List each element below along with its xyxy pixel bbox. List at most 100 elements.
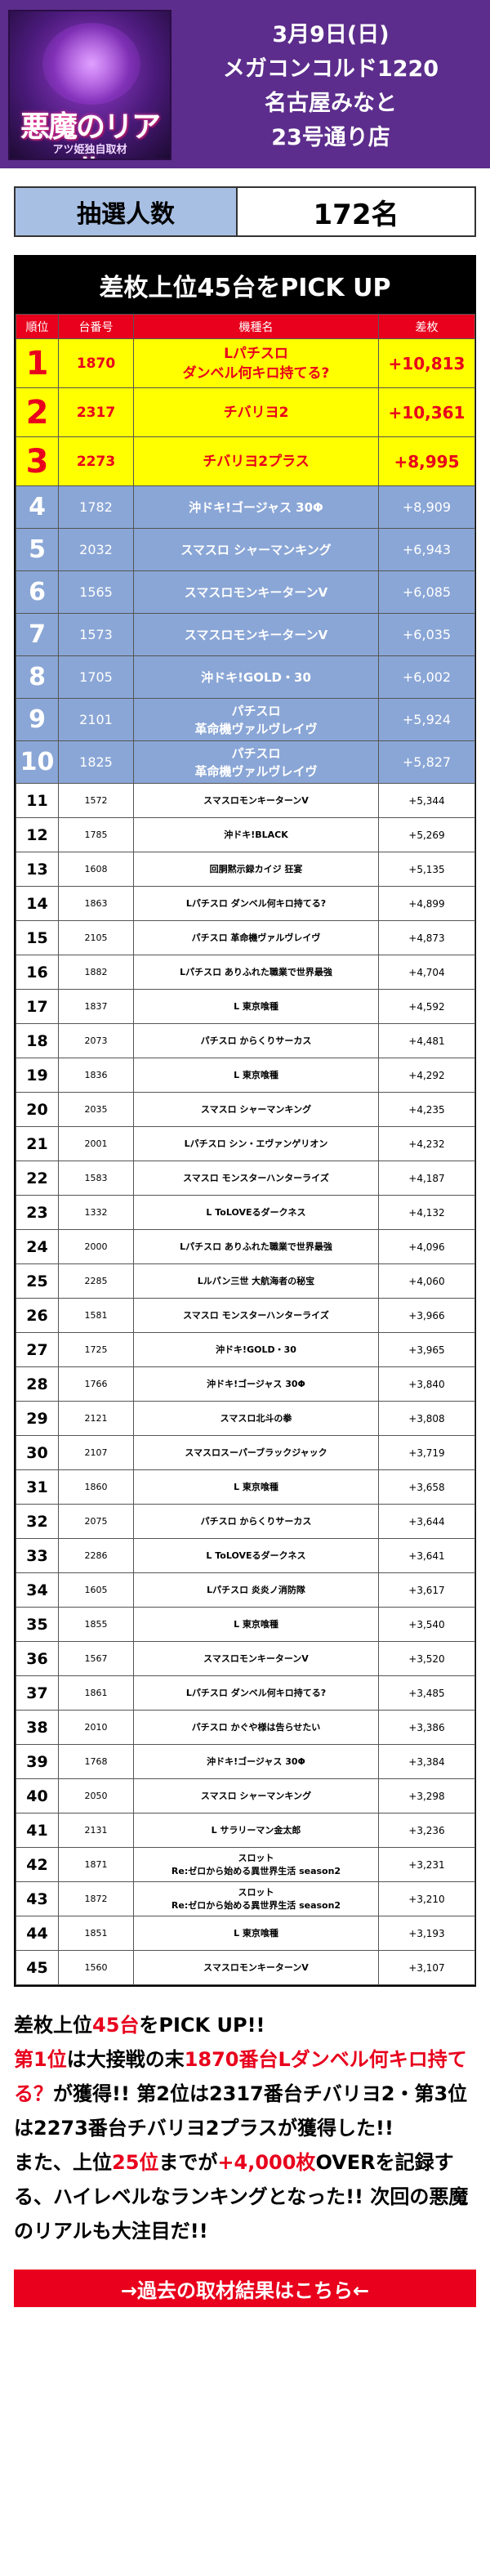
summary-highlight: 45台 bbox=[92, 2014, 140, 2037]
ranking-cell-model: Lパチスロ ダンベル何キロ持てる? bbox=[133, 886, 379, 921]
summary-highlight: 25位 bbox=[112, 2151, 159, 2174]
ranking-cell-diff: +3,965 bbox=[378, 1332, 475, 1367]
ranking-cell-rank: 3 bbox=[16, 436, 59, 486]
summary-highlight: 1870番台Lダンベル何キロ持てる？ bbox=[14, 2048, 467, 2105]
ranking-row: 23 1332 L ToLOVEるダークネス +4,132 bbox=[16, 1195, 475, 1230]
ranking-cell-rank: 13 bbox=[16, 852, 59, 887]
ranking-row: 17 1837 L 東京喰種 +4,592 bbox=[16, 989, 475, 1024]
ranking-cell-model: 沖ドキ!GOLD・30 bbox=[133, 655, 379, 699]
ranking-cell-rank: 22 bbox=[16, 1161, 59, 1196]
ranking-cell-rank: 25 bbox=[16, 1263, 59, 1299]
ranking-row: 6 1565 スマスロモンキーターンV +6,085 bbox=[16, 570, 475, 614]
ranking-row: 34 1605 Lパチスロ 炎炎ノ消防隊 +3,617 bbox=[16, 1572, 475, 1608]
ranking-cell-model: スマスロスーパーブラックジャック bbox=[133, 1435, 379, 1470]
ranking-cell-rank: 32 bbox=[16, 1504, 59, 1539]
ranking-cell-model: Lパチスロ ありふれた職業で世界最強 bbox=[133, 955, 379, 990]
ranking-cell-rank: 12 bbox=[16, 817, 59, 852]
ranking-cell-model: スマスロ シャーマンキング bbox=[133, 1092, 379, 1127]
column-header-diff: 差枚 bbox=[378, 314, 475, 339]
lottery-count-box: 抽選人数 172名 bbox=[14, 186, 476, 237]
lottery-label: 抽選人数 bbox=[16, 188, 238, 235]
ranking-cell-model: スマスロ モンスターハンターライズ bbox=[133, 1161, 379, 1196]
ranking-cell-diff: +4,592 bbox=[378, 989, 475, 1024]
ranking-cell-number: 1870 bbox=[58, 338, 134, 388]
ranking-cell-model: 沖ドキ!BLACK bbox=[133, 817, 379, 852]
ranking-cell-rank: 2 bbox=[16, 387, 59, 437]
ranking-row: 29 2121 スマスロ北斗の拳 +3,808 bbox=[16, 1401, 475, 1436]
ranking-cell-rank: 30 bbox=[16, 1435, 59, 1470]
ranking-cell-model: スマスロモンキーターンV bbox=[133, 613, 379, 656]
ranking-cell-rank: 27 bbox=[16, 1332, 59, 1367]
akuma-no-real-logo: 悪魔のリアル アツ姫独自取材 bbox=[8, 10, 172, 160]
ranking-cell-rank: 41 bbox=[16, 1813, 59, 1848]
ranking-cell-diff: +6,035 bbox=[378, 613, 475, 656]
ranking-cell-number: 1705 bbox=[58, 655, 134, 699]
ranking-cell-diff: +3,107 bbox=[378, 1950, 475, 1985]
ranking-cell-model: パチスロ からくりサーカス bbox=[133, 1504, 379, 1539]
ranking-header-row: 順位 台番号 機種名 差枚 bbox=[16, 314, 475, 339]
ranking-cell-diff: +10,361 bbox=[378, 387, 475, 437]
ranking-cell-diff: +3,520 bbox=[378, 1641, 475, 1676]
ranking-row: 10 1825 パチスロ 革命機ヴァルヴレイヴ +5,827 bbox=[16, 740, 475, 784]
ranking-cell-rank: 21 bbox=[16, 1126, 59, 1161]
page-header: 悪魔のリアル アツ姫独自取材 3月9日(日) メガコンコルド1220 名古屋みな… bbox=[0, 0, 490, 172]
ranking-row: 44 1851 L 東京喰種 +3,193 bbox=[16, 1916, 475, 1951]
ranking-row: 4 1782 沖ドキ!ゴージャス 30Φ +8,909 bbox=[16, 485, 475, 529]
ranking-cell-rank: 9 bbox=[16, 698, 59, 741]
logo-emblem-icon bbox=[42, 23, 140, 105]
ranking-cell-rank: 8 bbox=[16, 655, 59, 699]
ranking-row: 45 1560 スマスロモンキーターンV +3,107 bbox=[16, 1950, 475, 1985]
ranking-cell-rank: 45 bbox=[16, 1950, 59, 1985]
ranking-row: 19 1836 L 東京喰種 +4,292 bbox=[16, 1058, 475, 1093]
ranking-row: 30 2107 スマスロスーパーブラックジャック +3,719 bbox=[16, 1435, 475, 1470]
ranking-cell-model: Lパチスロ シン・エヴァンゲリオン bbox=[133, 1126, 379, 1161]
ranking-cell-number: 2101 bbox=[58, 698, 134, 741]
store-name-line3: 23号通り店 bbox=[271, 125, 390, 150]
ranking-row: 24 2000 Lパチスロ ありふれた職業で世界最強 +4,096 bbox=[16, 1229, 475, 1264]
ranking-row: 1 1870 Lパチスロ ダンベル何キロ持てる? +10,813 bbox=[16, 338, 475, 388]
ranking-cell-diff: +5,344 bbox=[378, 783, 475, 818]
ranking-cell-diff: +3,193 bbox=[378, 1916, 475, 1951]
column-header-rank: 順位 bbox=[16, 314, 59, 339]
ranking-row: 43 1872 スロット Re:ゼロから始める異世界生活 season2 +3,210 bbox=[16, 1881, 475, 1916]
ranking-cell-model: L 東京喰種 bbox=[133, 1607, 379, 1642]
ranking-cell-rank: 35 bbox=[16, 1607, 59, 1642]
ranking-cell-rank: 26 bbox=[16, 1298, 59, 1333]
ranking-cell-rank: 42 bbox=[16, 1847, 59, 1882]
summary-highlight: +4,000枚 bbox=[217, 2151, 316, 2174]
ranking-cell-number: 1837 bbox=[58, 989, 134, 1024]
ranking-cell-model: スマスロモンキーターンV bbox=[133, 570, 379, 614]
ranking-table: 順位 台番号 機種名 差枚 1 1870 Lパチスロ ダンベル何キロ持てる? +10,… bbox=[16, 314, 475, 1985]
ranking-cell-model: Lパチスロ ダンベル何キロ持てる? bbox=[133, 1675, 379, 1711]
ranking-cell-number: 2075 bbox=[58, 1504, 134, 1539]
ranking-cell-model: Lルパン三世 大航海者の秘宝 bbox=[133, 1263, 379, 1299]
ranking-cell-diff: +4,096 bbox=[378, 1229, 475, 1264]
ranking-cell-model: Lパチスロ 炎炎ノ消防隊 bbox=[133, 1572, 379, 1608]
ranking-row: 13 1608 回胴黙示録カイジ 狂宴 +5,135 bbox=[16, 852, 475, 887]
ranking-row: 38 2010 パチスロ かぐや様は告らせたい +3,386 bbox=[16, 1710, 475, 1745]
ranking-cell-diff: +10,813 bbox=[378, 338, 475, 388]
ranking-cell-model: パチスロ かぐや様は告らせたい bbox=[133, 1710, 379, 1745]
ranking-cell-number: 1573 bbox=[58, 613, 134, 656]
ranking-cell-rank: 18 bbox=[16, 1023, 59, 1058]
ranking-cell-diff: +8,909 bbox=[378, 485, 475, 529]
ranking-cell-rank: 39 bbox=[16, 1744, 59, 1779]
ranking-cell-rank: 10 bbox=[16, 740, 59, 784]
ranking-cell-number: 1855 bbox=[58, 1607, 134, 1642]
ranking-cell-number: 1836 bbox=[58, 1058, 134, 1093]
ranking-section: 差枚上位45台をPICK UP 順位 台番号 機種名 差枚 1 1870 Lパチスロ… bbox=[14, 255, 476, 1987]
ranking-cell-diff: +3,617 bbox=[378, 1572, 475, 1608]
ranking-cell-diff: +5,135 bbox=[378, 852, 475, 887]
ranking-cell-model: Lパチスロ ありふれた職業で世界最強 bbox=[133, 1229, 379, 1264]
ranking-cell-number: 2131 bbox=[58, 1813, 134, 1848]
ranking-title: 差枚上位45台をPICK UP bbox=[16, 257, 474, 314]
ranking-cell-number: 2317 bbox=[58, 387, 134, 437]
ranking-row: 20 2035 スマスロ シャーマンキング +4,235 bbox=[16, 1092, 475, 1127]
ranking-cell-model: スマスロモンキーターンV bbox=[133, 783, 379, 818]
ranking-cell-diff: +4,187 bbox=[378, 1161, 475, 1196]
ranking-cell-model: L ToLOVEるダークネス bbox=[133, 1538, 379, 1573]
ranking-cell-model: スマスロ シャーマンキング bbox=[133, 528, 379, 571]
ranking-cell-model: L 東京喰種 bbox=[133, 1916, 379, 1951]
ranking-row: 40 2050 スマスロ シャーマンキング +3,298 bbox=[16, 1778, 475, 1813]
past-results-link[interactable]: →過去の取材結果はこちら← bbox=[14, 2270, 476, 2307]
